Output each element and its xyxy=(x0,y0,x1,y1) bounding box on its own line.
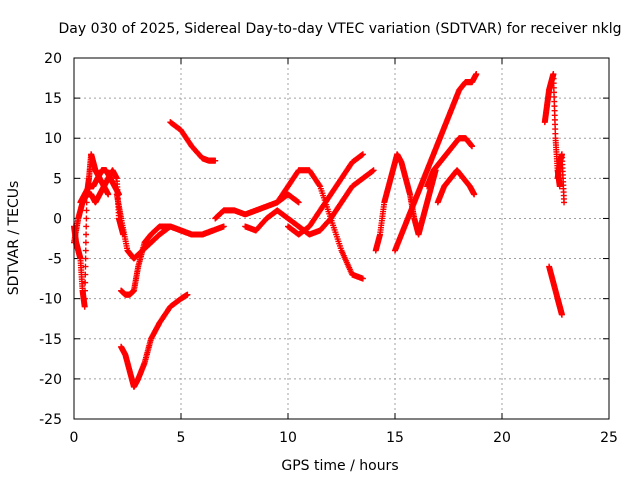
data-point-marker xyxy=(82,239,89,246)
data-point-marker xyxy=(210,227,217,234)
y-tick-label: 20 xyxy=(44,51,62,67)
series-s7 xyxy=(167,119,219,164)
data-point-marker xyxy=(82,279,89,286)
chart-title: Day 030 of 2025, Sidereal Day-to-day VTE… xyxy=(59,21,622,37)
data-point-marker xyxy=(359,275,366,282)
series-s14 xyxy=(424,135,476,190)
data-layer xyxy=(71,71,568,390)
y-tick-label: 5 xyxy=(53,171,62,187)
series-s6 xyxy=(118,291,191,390)
series-s15 xyxy=(434,167,478,206)
data-point-marker xyxy=(220,223,227,230)
x-axis-label: GPS time / hours xyxy=(281,458,398,474)
x-tick-label: 20 xyxy=(493,430,511,446)
data-point-marker xyxy=(212,157,219,164)
x-tick-label: 15 xyxy=(386,430,404,446)
data-point-marker xyxy=(316,182,323,189)
grid-layer xyxy=(74,58,609,419)
series-s8 xyxy=(212,191,302,222)
y-tick-label: 0 xyxy=(53,211,62,227)
data-point-marker xyxy=(83,231,90,238)
x-tick-label: 25 xyxy=(600,430,618,446)
data-point-marker xyxy=(82,263,89,270)
series-s12 xyxy=(372,151,439,254)
series-s18 xyxy=(554,151,568,206)
data-point-marker xyxy=(81,295,88,302)
plot-frame xyxy=(73,57,610,420)
data-point-marker xyxy=(83,215,90,222)
series-s13 xyxy=(392,71,480,254)
data-point-marker xyxy=(83,207,90,214)
y-tick-label: 10 xyxy=(44,131,62,147)
data-point-marker xyxy=(82,287,89,294)
y-axis-label: SDTVAR / TECUs xyxy=(6,181,22,296)
series-s9 xyxy=(242,167,377,238)
series-s17 xyxy=(546,263,565,318)
data-point-marker xyxy=(295,199,302,206)
data-point-marker xyxy=(82,247,89,254)
data-point-marker xyxy=(558,311,565,318)
data-point-marker xyxy=(184,291,191,298)
data-point-marker xyxy=(561,199,568,206)
series-s3 xyxy=(71,183,112,246)
data-point-marker xyxy=(81,303,88,310)
data-point-marker xyxy=(469,143,476,150)
y-tick-label: 15 xyxy=(44,91,62,107)
series-s5 xyxy=(118,223,217,298)
data-point-marker xyxy=(82,271,89,278)
x-tick-label: 10 xyxy=(279,430,297,446)
x-tick-label: 0 xyxy=(70,430,79,446)
data-point-marker xyxy=(471,191,478,198)
y-tick-label: -25 xyxy=(39,412,62,428)
data-point-marker xyxy=(105,191,112,198)
data-point-marker xyxy=(359,151,366,158)
data-point-marker xyxy=(556,183,563,190)
series-s11 xyxy=(285,151,366,238)
data-point-marker xyxy=(82,255,89,262)
y-tick-label: -10 xyxy=(39,292,62,308)
data-point-marker xyxy=(83,223,90,230)
y-tick-label: -5 xyxy=(48,252,62,268)
data-point-marker xyxy=(370,167,377,174)
x-tick-label: 5 xyxy=(177,430,186,446)
y-tick-label: -15 xyxy=(39,332,62,348)
y-tick-label: -20 xyxy=(39,372,62,388)
data-point-marker xyxy=(473,71,480,78)
